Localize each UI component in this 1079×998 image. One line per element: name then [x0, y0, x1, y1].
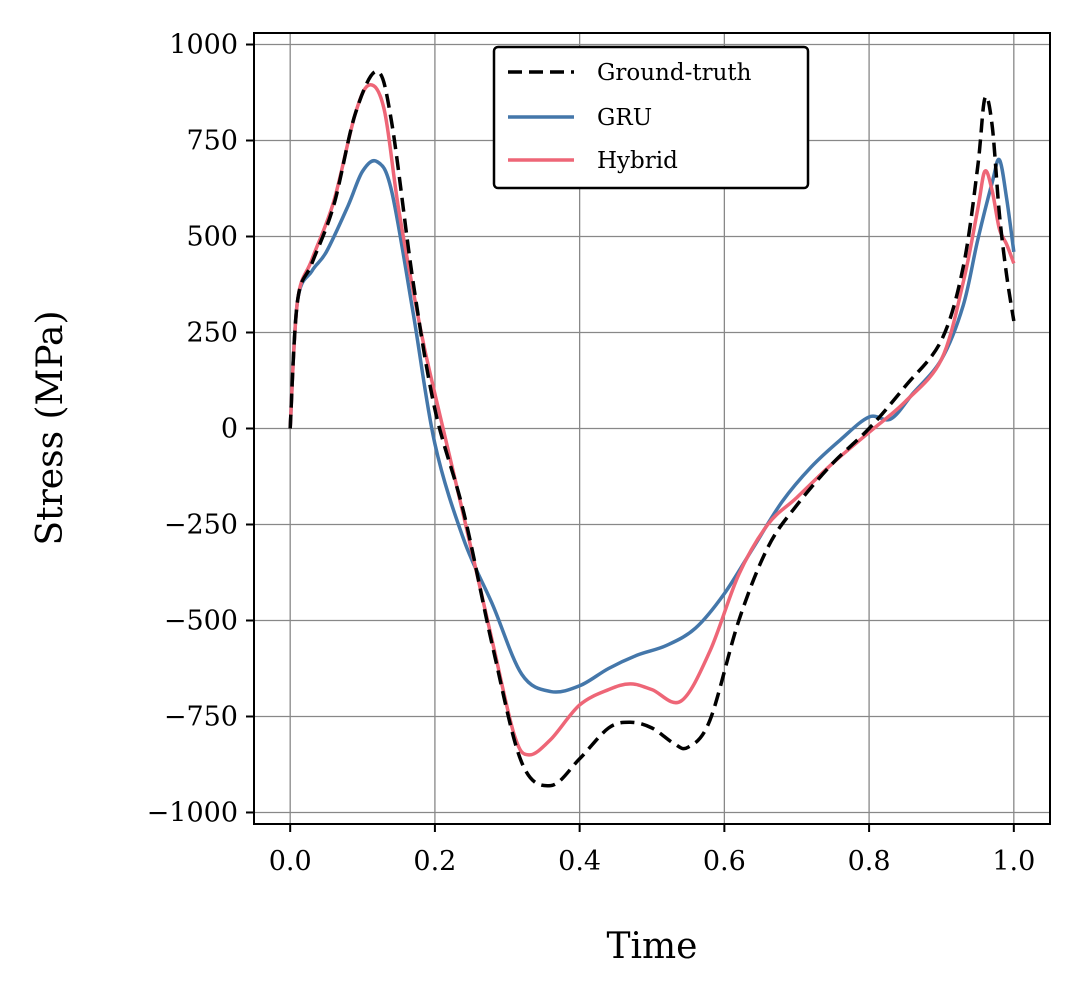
series-line-gru — [288, 157, 1016, 694]
y-tick-label: −1000 — [147, 797, 238, 828]
ticks: 0.0 0.2 0.4 0.6 0.8 1.0 1000 750 500 250 0 −250 −500… — [147, 30, 1036, 877]
x-tick-label: 0.2 — [413, 846, 456, 877]
x-tick-label: 0.6 — [703, 846, 746, 877]
y-tick-label: −500 — [164, 605, 238, 636]
y-axis-label: Stress (MPa) — [30, 310, 71, 545]
y-tick-label: 500 — [186, 222, 238, 253]
series-group — [288, 69, 1016, 788]
legend-label-ground-truth: Ground-truth — [597, 60, 752, 86]
x-tick-label: 0.8 — [848, 846, 891, 877]
legend: Ground-truth GRU Hybrid — [492, 45, 810, 190]
series-line-hybrid — [288, 83, 1016, 757]
x-tick-label: 0.0 — [269, 846, 312, 877]
legend-box — [492, 45, 810, 190]
y-tick-label: −750 — [164, 701, 238, 732]
y-tick-label: 750 — [186, 126, 238, 157]
x-axis-label: Time — [607, 926, 698, 967]
y-tick-label: 250 — [186, 318, 238, 349]
x-tick-label: 0.4 — [558, 846, 601, 877]
y-tick-label: 0 — [221, 414, 238, 445]
y-tick-label: 1000 — [169, 30, 238, 61]
legend-label-gru: GRU — [597, 105, 652, 131]
y-tick-label: −250 — [164, 509, 238, 540]
series-line-ground-truth — [288, 69, 1016, 788]
legend-label-hybrid: Hybrid — [597, 148, 678, 174]
x-tick-label: 1.0 — [992, 846, 1035, 877]
